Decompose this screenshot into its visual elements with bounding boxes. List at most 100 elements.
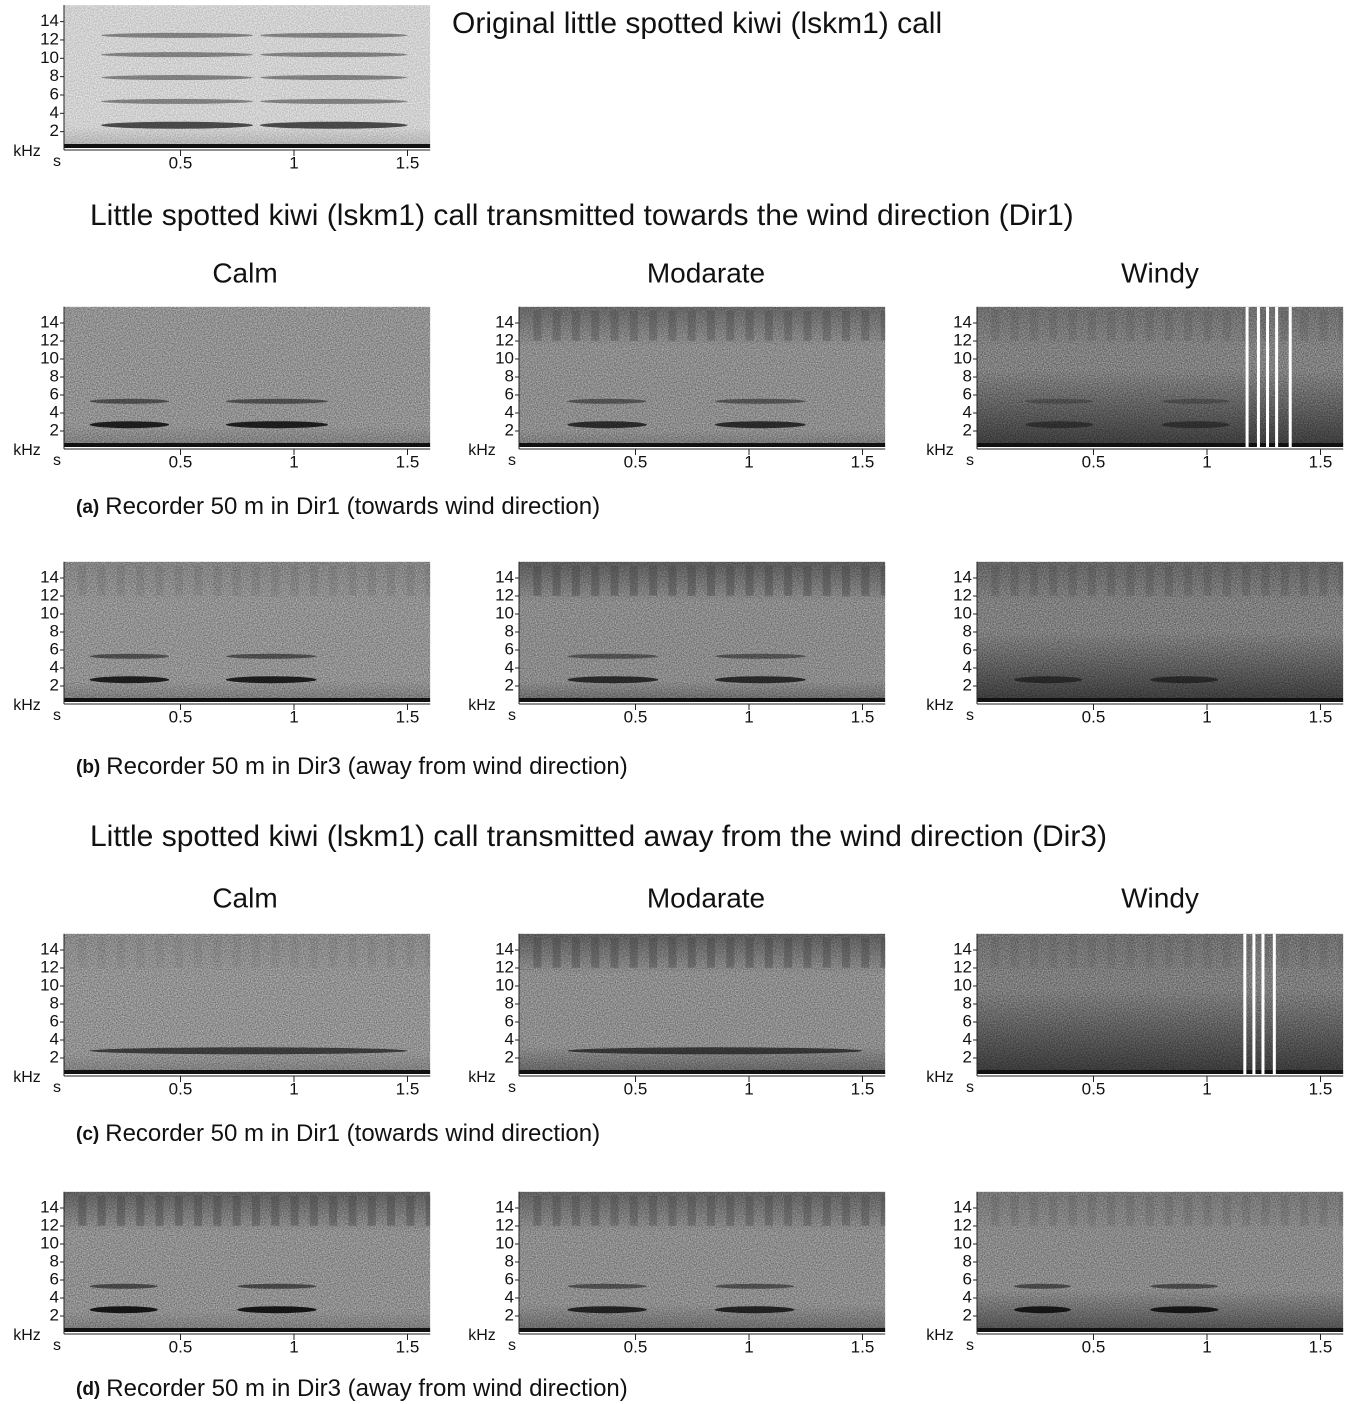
spectrogram-image	[977, 933, 1344, 1074]
harmonic	[101, 32, 254, 38]
pulse	[822, 565, 831, 596]
y-tick-label: 8	[50, 1251, 59, 1270]
harmonic	[1161, 398, 1230, 404]
y-tick-label: 4	[505, 1287, 514, 1306]
y-tick-label: 14	[953, 939, 972, 958]
pulse	[155, 565, 164, 596]
y-tick-label: 10	[495, 603, 514, 622]
pulse	[1280, 310, 1289, 341]
pulse	[1261, 1195, 1270, 1226]
caption-label: (b)	[76, 757, 100, 778]
harmonic	[225, 421, 329, 429]
y-tick-label: 12	[953, 1215, 972, 1234]
pulse	[252, 565, 261, 596]
pulse	[571, 310, 580, 341]
pulse	[329, 1195, 338, 1226]
pulse	[1029, 1195, 1038, 1226]
y-unit: kHz	[926, 1327, 954, 1344]
spectrogram-image	[64, 561, 431, 702]
pulse	[1242, 565, 1251, 596]
top-band	[519, 561, 886, 602]
pulse	[329, 937, 338, 968]
pulse	[155, 937, 164, 968]
x-tick-label: 0.5	[169, 452, 193, 471]
pulse	[1319, 310, 1328, 341]
top-band	[977, 561, 1344, 602]
spectrogram-image	[977, 1191, 1344, 1332]
baseline	[64, 1328, 431, 1332]
pulse	[213, 565, 222, 596]
y-tick-label: 4	[505, 402, 514, 421]
y-tick-label: 4	[50, 402, 59, 421]
spectrogram-image	[64, 5, 431, 149]
pulse	[78, 565, 87, 596]
harmonic	[714, 398, 806, 404]
pulse	[1029, 565, 1038, 596]
x-unit: s	[966, 1337, 974, 1354]
y-unit: kHz	[13, 143, 41, 160]
pulse	[406, 565, 415, 596]
pulse	[629, 937, 638, 968]
pulse	[252, 937, 261, 968]
pulse	[1300, 310, 1309, 341]
pulse	[880, 565, 886, 596]
y-tick-label: 14	[953, 567, 972, 586]
harmonic	[567, 1047, 863, 1055]
y-tick-label: 14	[40, 567, 59, 586]
pulse	[571, 565, 580, 596]
y-tick-label: 2	[505, 1305, 514, 1324]
pulse	[784, 310, 793, 341]
y-tick-label: 4	[963, 402, 972, 421]
pulse	[174, 937, 183, 968]
pulse	[533, 1195, 542, 1226]
x-tick-label: 0.5	[1082, 452, 1106, 471]
pulse	[803, 565, 812, 596]
clip-artifact	[1252, 933, 1256, 1074]
y-tick-label: 6	[963, 1269, 972, 1288]
pulse	[290, 1195, 299, 1226]
x-tick-label: 0.5	[169, 153, 193, 172]
pulse	[1087, 310, 1096, 341]
y-tick-label: 8	[505, 621, 514, 640]
floor	[64, 425, 431, 447]
pulse	[252, 1195, 261, 1226]
pulse	[784, 1195, 793, 1226]
y-unit: kHz	[468, 1327, 496, 1344]
pulse	[1165, 565, 1174, 596]
y-tick-label: 8	[50, 993, 59, 1012]
pulse	[1319, 1195, 1328, 1226]
harmonic	[714, 653, 806, 659]
y-tick-label: 10	[953, 603, 972, 622]
x-unit: s	[508, 1079, 516, 1096]
pulse	[1010, 937, 1019, 968]
pulse	[1261, 565, 1270, 596]
x-tick-label: 1.5	[1309, 707, 1333, 726]
pulse	[213, 1195, 222, 1226]
pulse	[1145, 310, 1154, 341]
pulse	[649, 565, 658, 596]
x-unit: s	[966, 452, 974, 469]
pulse	[610, 937, 619, 968]
section-title: Little spotted kiwi (lskm1) call transmi…	[90, 199, 1074, 232]
y-tick-label: 10	[40, 48, 59, 67]
harmonic	[259, 98, 408, 104]
pulse	[1068, 310, 1077, 341]
y-tick-label: 2	[50, 675, 59, 694]
pulse	[687, 565, 696, 596]
y-tick-label: 2	[505, 1047, 514, 1066]
pulse	[533, 310, 542, 341]
pulse	[764, 310, 773, 341]
pulse	[842, 310, 851, 341]
pulse	[78, 937, 87, 968]
pulse	[194, 565, 203, 596]
pulse	[1203, 565, 1212, 596]
y-unit: kHz	[13, 1069, 41, 1086]
y-unit: kHz	[926, 1069, 954, 1086]
pulse	[271, 1195, 280, 1226]
y-tick-label: 2	[50, 1047, 59, 1066]
pulse	[1068, 1195, 1077, 1226]
